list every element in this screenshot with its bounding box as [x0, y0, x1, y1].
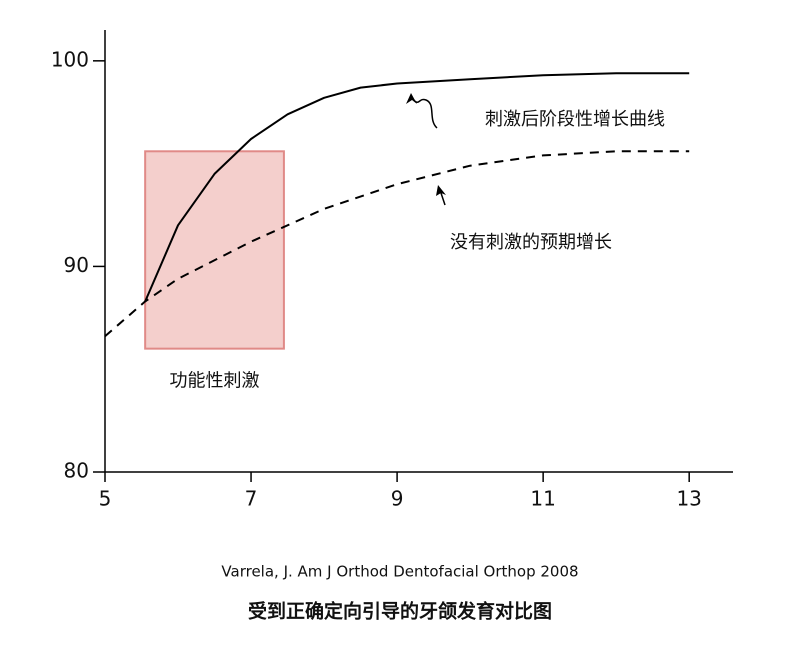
highlight-label: 功能性刺激: [170, 371, 260, 392]
y-tick-label: 90: [64, 253, 89, 277]
x-tick-label: 5: [99, 487, 112, 511]
arrow-head: [406, 93, 417, 104]
series-label: 没有刺激的预期增长: [450, 232, 612, 253]
arrow-head: [436, 185, 446, 196]
x-tick-label: 9: [391, 487, 404, 511]
x-tick-label: 11: [530, 487, 555, 511]
x-tick-label: 13: [676, 487, 701, 511]
arrow: [411, 97, 438, 129]
y-tick-label: 100: [51, 47, 89, 71]
y-tick-label: 80: [64, 459, 89, 483]
x-tick-label: 7: [245, 487, 258, 511]
chart-subtitle: Varrela, J. Am J Orthod Dentofacial Orth…: [221, 563, 578, 581]
line-series: [144, 72, 690, 302]
series-label: 刺激后阶段性增长曲线: [485, 109, 665, 130]
highlight-box: [144, 150, 285, 350]
line-series: [104, 150, 690, 338]
chart-title: 受到正确定向引导的牙颌发育对比图: [248, 600, 552, 623]
